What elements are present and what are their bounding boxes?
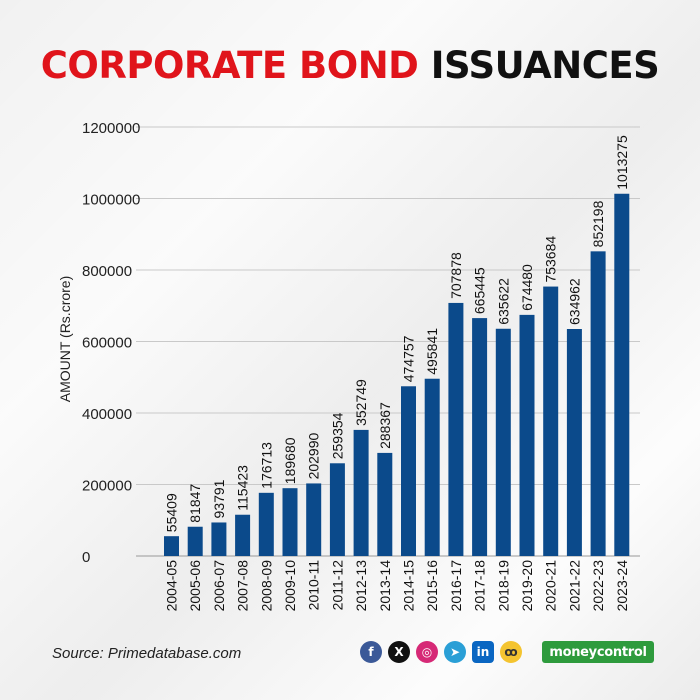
- x-tick-label: 2014-15: [401, 560, 417, 612]
- value-label: 352749: [353, 379, 369, 426]
- page-title: CORPORATE BOND ISSUANCES: [0, 44, 700, 87]
- x-tick-label: 2019-20: [519, 560, 535, 612]
- x-tick-label: 2005-06: [187, 560, 203, 612]
- bar: [164, 536, 179, 556]
- value-label: 707878: [448, 252, 464, 299]
- bar: [377, 452, 393, 556]
- x-tick-label: 2012-13: [353, 560, 369, 612]
- y-tick-label: 0: [82, 549, 90, 566]
- x-tick-label: 2015-16: [424, 560, 440, 612]
- bar: [424, 378, 440, 556]
- x-tick-label: 2021-22: [566, 560, 582, 612]
- x-icon[interactable]: X: [388, 641, 410, 663]
- x-tick-label: 2016-17: [448, 560, 464, 612]
- value-label: 55409: [164, 493, 180, 532]
- y-tick-label: 400000: [82, 406, 132, 423]
- value-label: 674480: [519, 264, 535, 311]
- title-red-part: CORPORATE BOND: [40, 44, 419, 87]
- title-black-part: ISSUANCES: [430, 44, 660, 87]
- bar: [329, 463, 345, 556]
- value-label: 189680: [282, 437, 298, 484]
- x-tick-label: 2018-19: [495, 560, 511, 612]
- koo-icon[interactable]: ꝏ: [500, 641, 522, 663]
- value-label: 288367: [377, 402, 393, 449]
- value-label: 495841: [424, 328, 440, 375]
- bar: [353, 429, 369, 556]
- value-label: 753684: [543, 236, 559, 283]
- value-label: 176713: [258, 442, 274, 489]
- x-tick-label: 2023-24: [614, 560, 630, 612]
- x-tick-label: 2017-18: [472, 560, 488, 612]
- bar: [235, 514, 251, 556]
- bars: [164, 193, 630, 556]
- y-axis-ticks: 0 200000 400000 600000 800000 1000000 1200000: [82, 120, 140, 566]
- x-tick-label: 2022-23: [590, 560, 606, 612]
- bar: [282, 488, 298, 556]
- x-tick-label: 2007-08: [235, 560, 251, 612]
- value-label: 1013275: [614, 135, 630, 190]
- bar: [306, 483, 322, 556]
- value-label: 665445: [472, 267, 488, 314]
- value-label: 852198: [590, 200, 606, 247]
- facebook-icon[interactable]: f: [360, 641, 382, 663]
- y-tick-label: 200000: [82, 478, 132, 495]
- bar: [401, 386, 416, 556]
- social-links: f X ◎ ➤ in ꝏ: [360, 641, 522, 665]
- x-tick-label: 2010-11: [306, 560, 322, 611]
- value-label: 81847: [187, 484, 203, 523]
- moneycontrol-logo[interactable]: moneycontrol: [542, 641, 654, 663]
- bar: [566, 329, 582, 556]
- x-tick-label: 2020-21: [543, 560, 559, 612]
- y-tick-label: 1000000: [82, 192, 140, 209]
- value-label: 115423: [235, 465, 251, 511]
- x-tick-label: 2008-09: [258, 560, 274, 612]
- source-note: Source: Primedatabase.com: [52, 645, 242, 662]
- bar: [258, 492, 274, 556]
- value-label: 635622: [495, 278, 511, 325]
- x-tick-label: 2009-10: [282, 560, 298, 612]
- bar: [187, 526, 203, 556]
- x-tick-label: 2011-12: [329, 560, 345, 611]
- bar: [519, 314, 535, 556]
- value-labels: 55409 81847 93791 115423 176713 189680 202990 2…: [164, 135, 630, 532]
- value-label: 634962: [566, 278, 582, 325]
- x-axis-labels: 2004-05 2005-06 2006-07 2007-08 2008-09 2009-…: [164, 560, 630, 612]
- bar: [211, 522, 227, 556]
- value-label: 259354: [329, 412, 345, 459]
- x-tick-label: 2013-14: [377, 560, 393, 612]
- bar: [614, 193, 630, 556]
- instagram-icon[interactable]: ◎: [416, 641, 438, 663]
- bar: [543, 286, 559, 556]
- y-tick-label: 1200000: [82, 120, 140, 137]
- value-label: 474757: [401, 335, 417, 382]
- bar: [448, 302, 464, 556]
- y-tick-label: 600000: [82, 335, 132, 352]
- bar: [495, 328, 511, 556]
- y-axis-label: AMOUNT (Rs.crore): [57, 276, 73, 403]
- bar: [590, 251, 606, 556]
- x-tick-label: 2004-05: [164, 560, 180, 612]
- y-tick-label: 800000: [82, 263, 132, 280]
- x-tick-label: 2006-07: [211, 560, 227, 612]
- linkedin-icon[interactable]: in: [472, 641, 494, 663]
- value-label: 93791: [211, 479, 227, 518]
- bar: [472, 318, 488, 556]
- telegram-icon[interactable]: ➤: [444, 641, 466, 663]
- value-label: 202990: [306, 433, 322, 480]
